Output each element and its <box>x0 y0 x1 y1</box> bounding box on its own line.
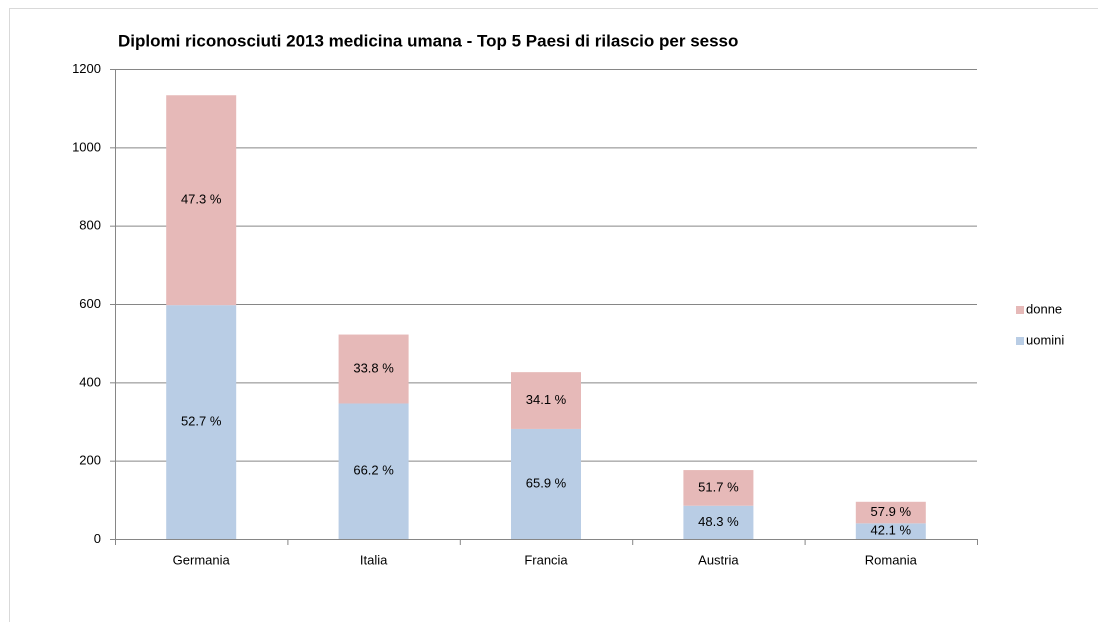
y-tick-label: 600 <box>79 296 101 311</box>
y-tick-label: 1200 <box>72 61 101 76</box>
x-tick-label: Italia <box>360 552 388 567</box>
data-label: 52.7 % <box>181 414 222 429</box>
data-label: 34.1 % <box>526 392 567 407</box>
bar-segment <box>511 372 581 429</box>
legend-swatch <box>1016 337 1024 345</box>
bar-segment <box>166 305 237 539</box>
y-tick-label: 1000 <box>72 139 101 154</box>
y-tick-label: 200 <box>79 453 101 468</box>
chart-border <box>9 8 1098 622</box>
data-label: 57.9 % <box>871 504 912 519</box>
bar-segment <box>855 501 926 524</box>
bar-segment <box>338 403 409 539</box>
x-tick-label: Francia <box>524 552 568 567</box>
y-tick-label: 0 <box>94 531 101 546</box>
legend-label: donne <box>1026 301 1062 316</box>
bar-segment <box>683 505 754 539</box>
legend-label: uomini <box>1026 332 1064 347</box>
data-label: 65.9 % <box>526 475 567 490</box>
bar-segment <box>683 470 754 506</box>
data-label: 51.7 % <box>698 479 739 494</box>
legend-swatch <box>1016 306 1024 314</box>
y-tick-label: 400 <box>79 374 101 389</box>
data-label: 33.8 % <box>353 360 394 375</box>
data-label: 48.3 % <box>698 514 739 529</box>
bar-segment <box>338 334 409 404</box>
data-label: 47.3 % <box>181 192 222 207</box>
bar-segment <box>855 523 926 539</box>
data-label: 66.2 % <box>353 463 394 478</box>
x-tick-label: Romania <box>865 552 918 567</box>
bar-segment <box>511 428 581 539</box>
data-label: 42.1 % <box>871 523 912 538</box>
chart-title: Diplomi riconosciuti 2013 medicina umana… <box>118 31 738 50</box>
x-tick-label: Austria <box>698 552 739 567</box>
bar-segment <box>166 95 237 306</box>
x-tick-label: Germania <box>173 552 231 567</box>
y-tick-label: 800 <box>79 218 101 233</box>
